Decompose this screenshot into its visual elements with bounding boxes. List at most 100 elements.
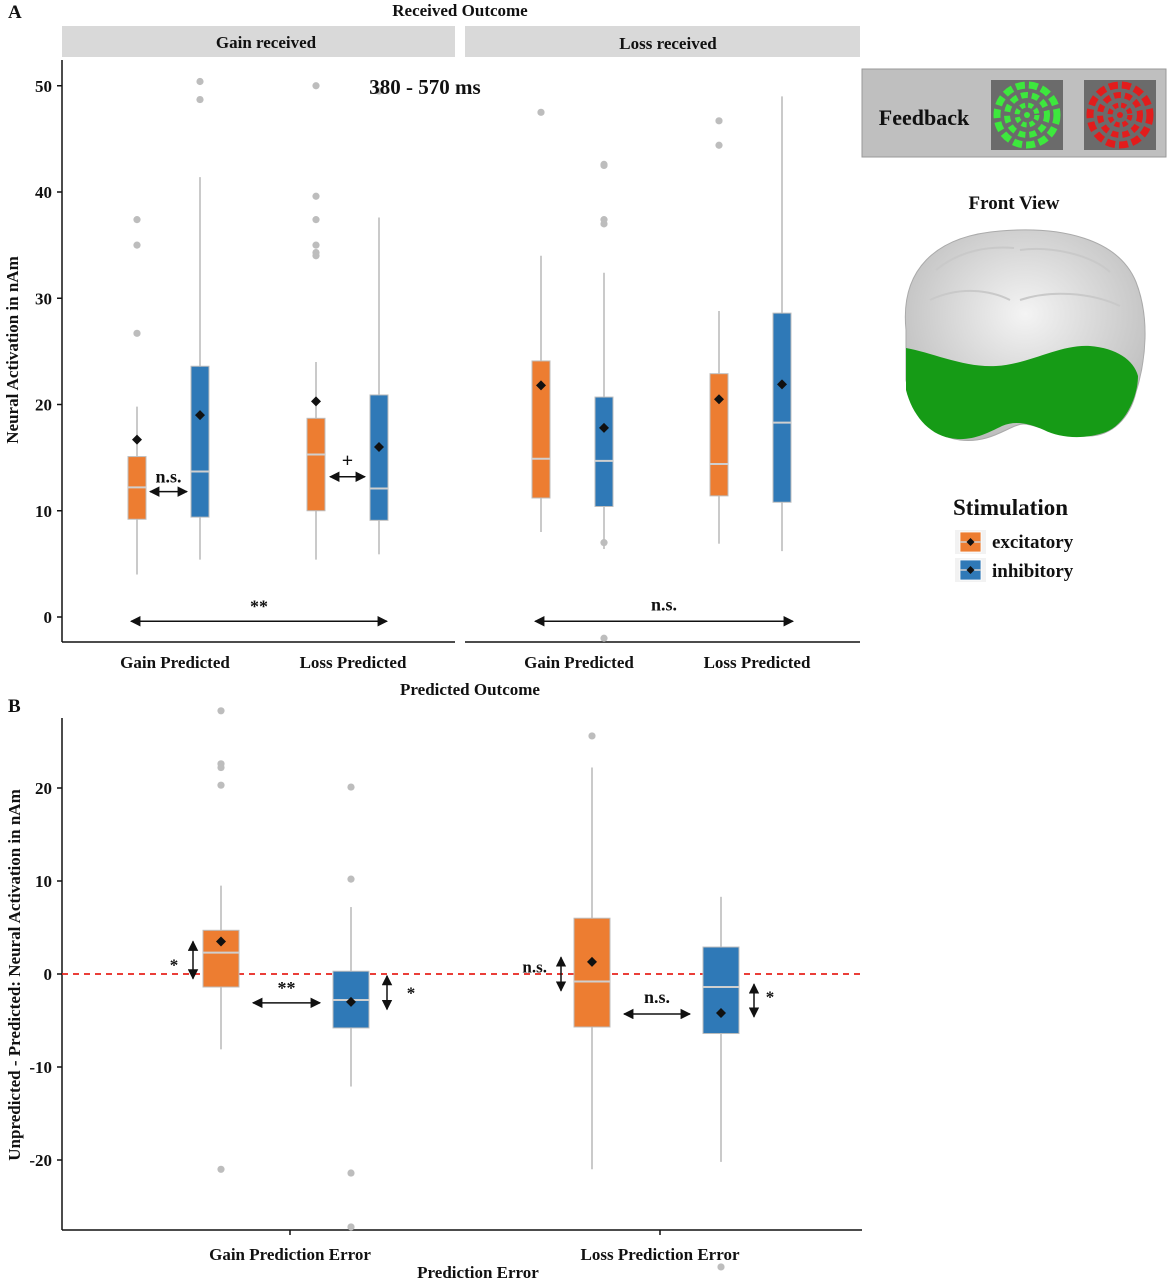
outlier-point [196, 95, 204, 104]
panel-a-y-title: Neural Activation in nAm [3, 256, 22, 443]
outlier-point [312, 241, 320, 249]
outlier-point [717, 1263, 725, 1271]
outlier-point [600, 216, 608, 224]
annotation-gain-received-overall: ** [129, 596, 389, 627]
outlier-point [347, 1169, 355, 1177]
y-tick-label: 0 [44, 965, 53, 984]
mean-marker [374, 442, 384, 452]
outlier-point [347, 875, 355, 883]
time-window-label: 380 - 570 ms [369, 75, 480, 99]
panel-b-axes [61, 718, 862, 1235]
box-gain-prediction-error-inhibitory [332, 783, 370, 1231]
y-tick-label: 20 [35, 779, 52, 798]
annotation-gain-pe-excitatory: * [170, 940, 199, 980]
red-target-icon [1084, 80, 1156, 150]
x-tick-label-loss-prediction-error: Loss Prediction Error [581, 1245, 740, 1264]
outlier-point [375, 87, 383, 95]
y-tick-label: 30 [35, 289, 52, 308]
y-tick-label: 10 [35, 872, 52, 891]
outlier-point [715, 141, 723, 149]
annotation-gain-received-loss-predicted: + [328, 450, 367, 482]
annotation-loss-pe-excitatory: n.s. [522, 956, 567, 992]
significance-label: n.s. [155, 467, 181, 487]
y-tick-label: 50 [35, 77, 52, 96]
box-loss-received-gain-predicted-excitatory [531, 108, 551, 532]
legend-label-inhibitory: inhibitory [992, 561, 1074, 582]
annotation-gain-pe-comparison: ** [251, 978, 322, 1009]
box-gain-prediction-error-excitatory [202, 707, 240, 1173]
y-tick-label: -10 [29, 1058, 52, 1077]
annotation-loss-pe-inhibitory: * [748, 983, 775, 1018]
mean-marker [132, 434, 142, 445]
significance-label: * [407, 984, 416, 1003]
mean-marker [587, 956, 597, 967]
annotation-gain-received-gain-predicted: n.s. [148, 467, 189, 497]
outlier-point [312, 192, 320, 200]
front-view-label: Front View [969, 193, 1060, 214]
facet-label-gain-received: Gain received [216, 33, 317, 52]
feedback-inset: Feedback [861, 68, 1167, 158]
mean-marker [346, 996, 356, 1007]
box [573, 917, 611, 1028]
box [702, 946, 740, 1035]
outlier-point [217, 760, 225, 768]
box-loss-received-gain-predicted-inhibitory [594, 160, 614, 642]
outlier-point [133, 329, 141, 337]
annotation-loss-pe-comparison: n.s. [622, 987, 692, 1020]
box-loss-received-loss-predicted-inhibitory [772, 96, 792, 552]
significance-label: * [766, 987, 775, 1006]
mean-marker [216, 936, 226, 947]
outlier-point [600, 539, 608, 547]
significance-label: * [170, 956, 179, 975]
outlier-point [217, 1165, 225, 1173]
legend-item-excitatory: excitatory [955, 530, 1074, 554]
y-tick-label: 20 [35, 396, 52, 415]
panel-a-axes [61, 60, 860, 643]
green-target-icon [991, 80, 1063, 150]
panel-a-label: A [8, 2, 22, 23]
x-tick-label-gain-prediction-error: Gain Prediction Error [209, 1245, 371, 1264]
mean-marker [599, 422, 609, 433]
outlier-point [600, 160, 608, 168]
significance-label: + [342, 450, 353, 472]
feedback-label: Feedback [879, 105, 970, 130]
significance-label: n.s. [522, 958, 547, 977]
outlier-point [312, 82, 320, 90]
outlier-point [217, 781, 225, 789]
outlier-point [715, 117, 723, 125]
box [709, 373, 729, 497]
mean-marker [311, 396, 321, 407]
box [772, 312, 792, 503]
x-tick-label-loss-predicted-2: Loss Predicted [704, 653, 811, 672]
box [190, 365, 210, 518]
mean-marker [536, 380, 546, 391]
panel-b-y-title: Unpredicted - Predicted: Neural Activati… [5, 789, 24, 1160]
facet-strip-loss-received [465, 26, 860, 57]
significance-label: ** [250, 596, 268, 616]
box-gain-received-gain-predicted-excitatory [127, 216, 147, 575]
received-outcome-title: Received Outcome [392, 1, 528, 20]
outlier-point [133, 216, 141, 224]
outlier-point [537, 108, 545, 116]
panel-b-x-title: Prediction Error [417, 1263, 539, 1281]
mean-marker [195, 410, 205, 421]
significance-label: n.s. [651, 594, 677, 614]
outlier-point [133, 241, 141, 249]
x-tick-label-loss-predicted-1: Loss Predicted [300, 653, 407, 672]
panel-a-x-title: Predicted Outcome [400, 680, 540, 699]
box [306, 417, 326, 512]
outlier-point [347, 1223, 355, 1231]
outlier-point [217, 707, 225, 715]
annotation-loss-received-overall: n.s. [533, 594, 795, 627]
box-loss-received-loss-predicted-excitatory [709, 117, 729, 544]
y-tick-label: -20 [29, 1151, 52, 1170]
box-loss-prediction-error-excitatory [573, 732, 611, 1170]
outlier-point [588, 732, 596, 740]
mean-marker [777, 379, 787, 390]
box-gain-received-gain-predicted-inhibitory [190, 77, 210, 560]
x-tick-label-gain-predicted-1: Gain Predicted [120, 653, 230, 672]
mean-marker [716, 1008, 726, 1019]
outlier-point [312, 216, 320, 224]
y-tick-label: 0 [44, 608, 53, 627]
facet-label-loss-received: Loss received [619, 34, 717, 53]
